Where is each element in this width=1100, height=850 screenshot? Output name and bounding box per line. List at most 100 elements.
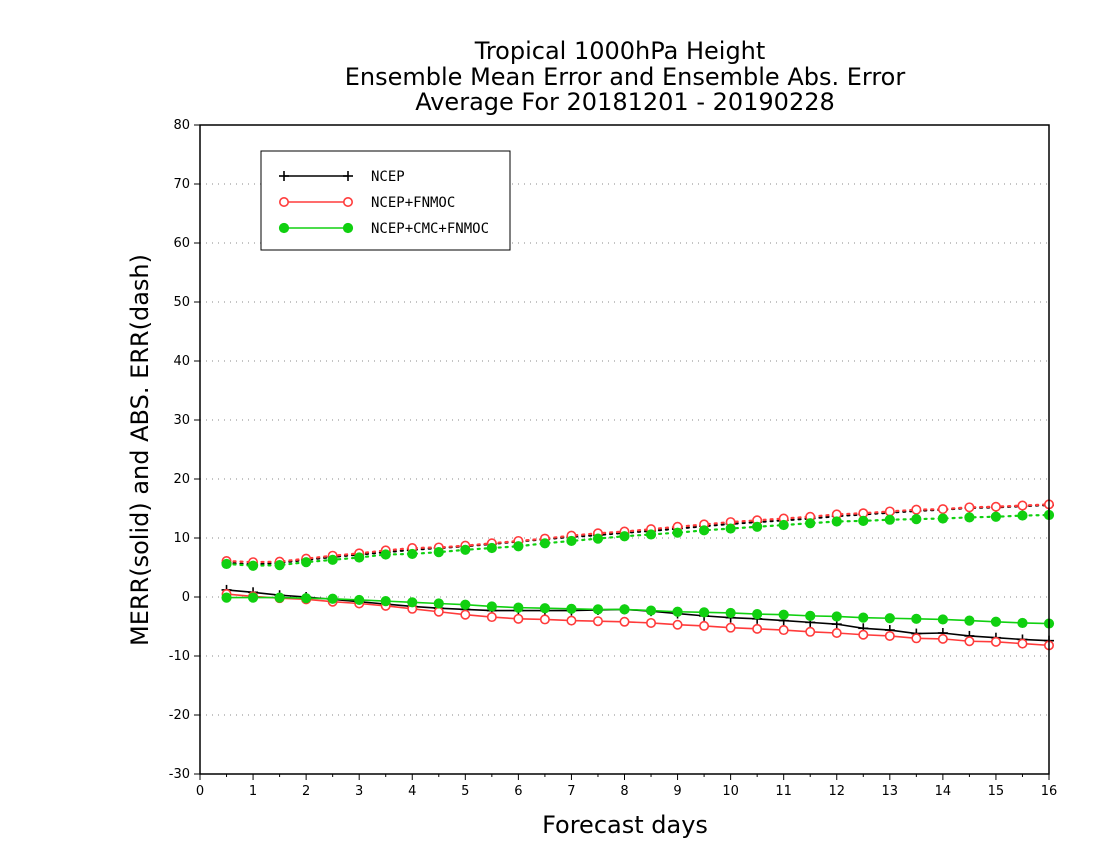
data-point-abs_err [407,548,418,560]
data-point-abs_err [805,518,816,529]
data-point-merr [460,599,471,610]
data-point-abs_err [592,533,604,544]
legend-marker [343,171,353,181]
data-point-abs_err [513,541,524,552]
data-point-merr [698,607,710,618]
legend-item: NCEP+FNMOC [278,195,455,211]
series-line-abs_err [225,503,1051,564]
data-point-merr [831,627,842,638]
data-point-abs_err [964,502,975,513]
legend-label: NCEP+FNMOC [371,195,455,211]
data-point-merr [752,609,763,620]
data-point-merr [752,623,763,634]
y-tick-label: -30 [169,767,190,782]
data-point-merr [990,616,1002,627]
data-point-abs_err [911,504,922,515]
x-tick-label: 1 [249,784,257,799]
data-point-abs_err [247,560,259,571]
data-point-abs_err [937,504,948,515]
legend-marker [342,197,353,208]
chart-title-line-1: Tropical 1000hPa Height [474,37,766,65]
series-ncep-fnmoc [221,499,1055,651]
data-point-merr [884,613,895,624]
legend-marker [278,222,290,234]
data-point-merr [433,598,444,609]
data-point-abs_err [380,549,391,560]
legend-label: NCEP [371,169,405,185]
legend-marker [278,197,289,208]
data-point-merr [1017,638,1028,649]
legend: NCEP NCEP+FNMOC NCEP+CMC+FNMOC [260,150,511,251]
data-point-merr [778,625,789,636]
x-tick-label: 4 [408,784,416,799]
data-point-abs_err [752,521,763,532]
data-point-merr [301,593,312,604]
data-point-merr [646,617,657,628]
x-axis-label: Forecast days [542,811,708,839]
x-tick-label: 8 [620,784,628,799]
x-tick-label: 5 [461,784,469,799]
data-point-abs_err [221,558,232,570]
y-tick-label: 0 [182,590,190,605]
data-point-abs_err [778,519,789,531]
plot-series [221,499,1055,651]
data-point-abs_err [964,512,975,523]
data-point-merr [805,610,816,621]
data-point-merr [247,592,259,603]
data-point-abs_err [1017,500,1028,511]
x-tick-label: 11 [775,784,792,799]
y-tick-label: 20 [173,472,190,487]
data-point-merr [274,592,285,603]
data-point-merr [964,615,975,626]
data-point-abs_err [884,514,895,525]
x-tick-label: 6 [514,784,522,799]
legend-box [260,150,511,251]
data-point-merr [645,605,657,616]
data-point-merr [380,596,391,607]
data-point-merr [937,614,948,625]
x-tick-label: 7 [567,784,575,799]
y-tick-label: 50 [173,295,190,310]
data-point-merr [911,633,922,644]
data-point-merr [513,602,524,613]
data-point-merr [566,615,577,626]
data-point-abs_err [1017,510,1028,521]
data-point-merr [619,604,630,615]
data-point-merr [513,613,524,624]
data-point-abs_err [725,523,736,534]
legend-marker [342,222,354,234]
y-tick-label: -10 [169,649,190,664]
data-point-abs_err [354,552,365,563]
data-point-merr [486,612,497,623]
legend-item: NCEP+CMC+FNMOC [278,221,489,237]
data-point-merr [672,619,683,630]
y-axis-label: MERR(solid) and ABS. ERR(dash) [126,254,154,646]
x-tick-label: 9 [673,784,681,799]
data-point-abs_err [539,538,551,549]
data-point-merr [884,630,895,641]
series-ncep [221,499,1054,646]
data-point-merr [433,606,444,617]
data-point-abs_err [698,525,710,536]
data-point-abs_err [274,560,285,571]
data-point-merr [778,609,789,620]
data-point-merr [672,606,683,617]
data-point-merr [460,609,471,620]
data-point-abs_err [327,554,338,565]
data-point-merr [354,594,365,606]
data-point-abs_err [566,535,577,547]
data-point-abs_err [884,506,895,517]
legend-item: NCEP [279,169,405,185]
data-point-abs_err [858,515,869,526]
x-axis: 0 1 2 3 4 5 6 7 8 9 10 11 12 13 14 15 16 [196,774,1057,799]
series-ncep-cmc-fnmoc [221,509,1055,629]
data-point-abs_err [486,542,497,554]
x-tick-label: 2 [302,784,310,799]
x-tick-label: 3 [355,784,363,799]
data-point-abs_err [460,544,471,555]
x-tick-label: 16 [1041,784,1058,799]
y-tick-label: -20 [169,708,190,723]
data-point-merr [805,626,816,637]
data-point-abs_err [672,527,683,538]
data-point-merr [831,611,842,622]
